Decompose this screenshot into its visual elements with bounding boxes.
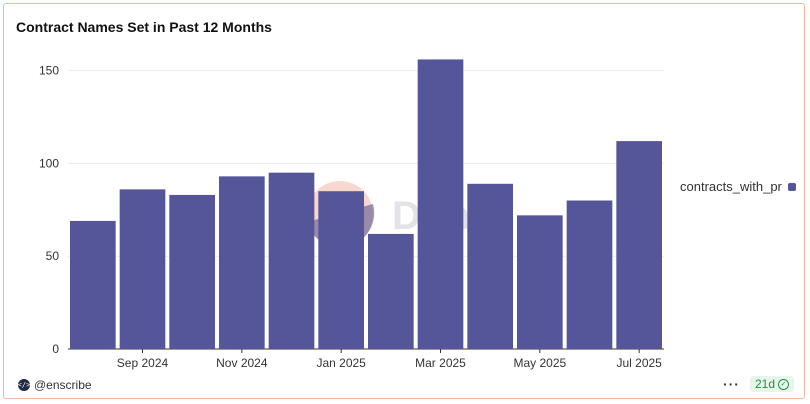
y-tick-label: 100 [39, 156, 59, 170]
bar-may-2025[interactable] [517, 215, 563, 349]
legend-label: contracts_with_pr [680, 179, 782, 194]
y-tick-label: 0 [52, 342, 59, 356]
y-tick-label: 50 [46, 249, 60, 263]
author-link[interactable]: </> @enscribe [18, 378, 92, 392]
more-dots-icon[interactable]: ··· [722, 376, 740, 392]
y-tick-label: 150 [39, 64, 59, 78]
bar-jan-2025[interactable] [318, 191, 364, 349]
x-axis: Sep 2024 Nov 2024 Jan 2025 Mar 2025 May 2025… [117, 349, 662, 370]
bars [70, 59, 662, 350]
y-axis: 0 50 100 150 [39, 64, 59, 356]
refresh-badge[interactable]: 21d ✓ [749, 376, 794, 392]
footer-actions: ··· 21d ✓ [723, 376, 794, 392]
chart-title: Contract Names Set in Past 12 Months [16, 19, 272, 35]
bar-nov-2024[interactable] [219, 176, 265, 349]
bar-apr-2025[interactable] [467, 183, 513, 349]
bar-oct-2024[interactable] [169, 194, 215, 349]
bar-jul-2025[interactable] [616, 141, 662, 349]
x-tick-label: Jul 2025 [616, 356, 662, 370]
grid-lines [68, 70, 664, 350]
x-tick-label: Nov 2024 [216, 356, 268, 370]
bar-aug-2024[interactable] [70, 220, 116, 349]
bar-sep-2024[interactable] [119, 189, 166, 349]
bar-jun-2025[interactable] [566, 200, 613, 350]
bar-dec-2024[interactable] [268, 172, 315, 349]
x-tick-label: May 2025 [513, 356, 566, 370]
x-tick-label: Jan 2025 [316, 356, 366, 370]
code-brackets-icon: </> [17, 379, 31, 391]
author-name: @enscribe [34, 378, 92, 392]
bar-feb-2025[interactable] [368, 233, 414, 349]
chart-card: Contract Names Set in Past 12 Months Dun… [3, 3, 805, 399]
legend[interactable]: contracts_with_pr [680, 179, 796, 194]
x-tick-label: Mar 2025 [415, 356, 466, 370]
check-circle-icon: ✓ [778, 378, 789, 390]
legend-swatch [787, 182, 796, 191]
badge-label: 21d [754, 377, 775, 391]
bar-mar-2025[interactable] [417, 59, 464, 350]
x-tick-label: Sep 2024 [117, 356, 169, 370]
